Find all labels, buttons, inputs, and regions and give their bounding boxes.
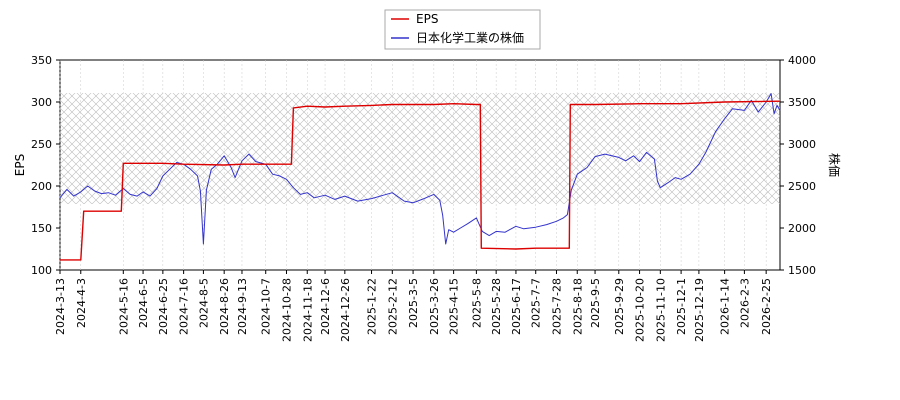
x-tick-label: 2026-2-25 xyxy=(760,278,773,335)
series-layer xyxy=(59,93,781,261)
right-axis: 1500 2000 2500 3000 3500 4000 xyxy=(780,54,816,277)
right-tick-label: 1500 xyxy=(788,264,816,277)
x-tick-label: 2024-6-5 xyxy=(137,278,150,328)
right-tick-label: 2000 xyxy=(788,222,816,235)
series-line-eps xyxy=(60,100,781,261)
right-tick-label: 2500 xyxy=(788,180,816,193)
grid-band xyxy=(60,93,780,204)
x-tick-label: 2025-7-7 xyxy=(530,278,543,328)
x-tick-label: 2024-7-16 xyxy=(178,278,191,335)
x-tick-label: 2025-1-22 xyxy=(366,278,379,335)
x-tick-label: 2025-4-15 xyxy=(448,278,461,335)
x-tick-label: 2026-1-14 xyxy=(719,278,732,335)
x-tick-label: 2024-4-3 xyxy=(75,278,88,328)
left-axis-title: EPS xyxy=(13,154,27,176)
x-tick-label: 2024-8-26 xyxy=(218,278,231,335)
x-tick-label: 2024-6-25 xyxy=(157,278,170,335)
x-tick-label: 2024-12-26 xyxy=(339,278,352,342)
right-axis-title: 株価 xyxy=(827,153,842,177)
x-tick-label: 2024-12-6 xyxy=(319,278,332,335)
legend: EPS 日本化学工業の株価 xyxy=(384,9,541,50)
x-tick-label: 2024-5-16 xyxy=(117,278,130,335)
x-tick-label: 2024-8-5 xyxy=(197,278,210,328)
legend-box xyxy=(384,9,541,50)
x-tick-label: 2025-2-12 xyxy=(386,278,399,335)
x-tick-label: 2025-5-28 xyxy=(490,278,503,335)
legend-label-eps: EPS xyxy=(416,12,438,26)
left-tick-label: 250 xyxy=(31,138,52,151)
x-tick-label: 2024-10-7 xyxy=(260,278,273,335)
x-tick-label: 2024-9-13 xyxy=(236,278,249,335)
legend-label-price: 日本化学工業の株価 xyxy=(416,30,524,45)
x-tick-label: 2024-11-18 xyxy=(301,278,314,342)
left-tick-label: 300 xyxy=(31,96,52,109)
x-axis: 2024-3-13 2024-4-3 2024-5-16 2024-6-5 2024-6… xyxy=(54,270,773,342)
x-tick-label: 2025-9-5 xyxy=(589,278,602,328)
left-tick-label: 100 xyxy=(31,264,52,277)
x-tick-label: 2025-8-18 xyxy=(571,278,584,335)
x-tick-label: 2025-3-5 xyxy=(407,278,420,328)
x-tick-label: 2026-2-3 xyxy=(738,278,751,328)
x-tick-label: 2025-9-29 xyxy=(613,278,626,335)
x-tick-label: 2025-5-8 xyxy=(470,278,483,328)
x-tick-label: 2025-3-26 xyxy=(428,278,441,335)
x-tick-label: 2025-12-19 xyxy=(693,278,706,342)
x-tick-label: 2025-11-10 xyxy=(654,278,667,342)
x-tick-label: 2024-3-13 xyxy=(54,278,67,335)
x-tick-label: 2025-10-20 xyxy=(634,278,647,342)
x-tick-label: 2025-6-17 xyxy=(510,278,523,335)
x-tick-label: 2024-10-28 xyxy=(280,278,293,342)
left-tick-label: 150 xyxy=(31,222,52,235)
left-axis: 100 150 200 250 300 350 xyxy=(31,54,60,277)
right-tick-label: 3000 xyxy=(788,138,816,151)
right-tick-label: 3500 xyxy=(788,96,816,109)
right-tick-label: 4000 xyxy=(788,54,816,67)
series-line-price xyxy=(59,93,781,245)
left-tick-label: 200 xyxy=(31,180,52,193)
x-tick-label: 2025-12-1 xyxy=(675,278,688,335)
x-tick-label: 2025-7-28 xyxy=(550,278,563,335)
left-tick-label: 350 xyxy=(31,54,52,67)
